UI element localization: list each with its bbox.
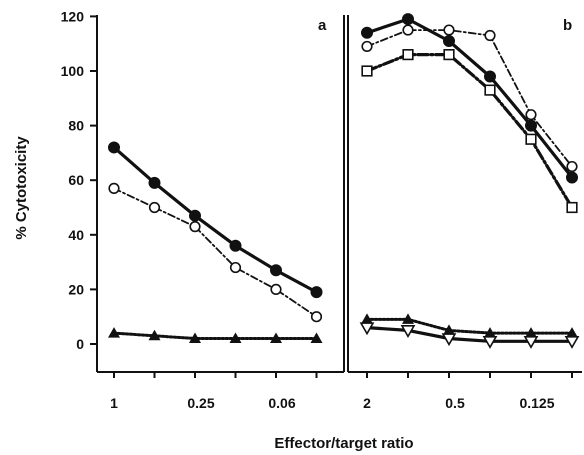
series-line-b-2 xyxy=(365,53,574,210)
data-point-b-3 xyxy=(484,327,496,338)
data-point-b-4 xyxy=(564,335,580,349)
data-point-b-3 xyxy=(566,327,578,338)
data-point-b-2 xyxy=(525,133,537,145)
x-tick-label-a: 1 xyxy=(110,395,118,411)
data-point-b-2 xyxy=(361,65,373,77)
data-point-a-1 xyxy=(108,182,120,194)
data-point-b-0 xyxy=(566,171,578,184)
panel-b: b xyxy=(347,15,582,373)
data-point-a-0 xyxy=(189,209,201,222)
data-point-b-1 xyxy=(402,24,414,36)
data-point-a-1 xyxy=(270,283,282,296)
data-point-a-1 xyxy=(148,201,161,214)
panel-a: a xyxy=(96,15,345,373)
data-point-b-4 xyxy=(400,325,416,338)
data-point-a-1 xyxy=(189,221,201,233)
data-point-a-2 xyxy=(229,332,242,344)
data-point-a-0 xyxy=(229,239,242,252)
data-point-b-3 xyxy=(361,313,373,324)
panel-b-letter: b xyxy=(563,17,572,34)
series-line-a-2 xyxy=(112,331,318,340)
x-tick-label-a: 0.06 xyxy=(268,395,295,411)
data-point-b-2 xyxy=(484,84,496,96)
data-point-a-2 xyxy=(108,327,120,338)
y-tick-label: 0 xyxy=(76,336,84,352)
data-point-b-2 xyxy=(402,49,414,61)
data-point-b-1 xyxy=(443,24,455,36)
x-tick-label-b: 0.5 xyxy=(445,395,465,411)
data-point-b-1 xyxy=(525,109,537,121)
data-point-b-4 xyxy=(523,335,539,349)
x-axis-title: Effector/target ratio xyxy=(274,435,413,452)
data-point-b-4 xyxy=(482,335,498,349)
data-point-a-1 xyxy=(229,261,242,274)
data-point-b-3 xyxy=(402,313,414,324)
data-point-b-3 xyxy=(525,327,537,338)
y-tick-label: 20 xyxy=(68,281,84,297)
series-line-a-1 xyxy=(113,187,318,318)
data-point-a-0 xyxy=(270,264,282,277)
data-point-b-0 xyxy=(443,34,455,47)
data-point-b-1 xyxy=(484,29,496,42)
panel-a-letter: a xyxy=(318,17,327,34)
data-point-b-0 xyxy=(361,26,373,39)
series-line-a-0 xyxy=(112,145,319,294)
y-tick-label: 40 xyxy=(68,227,84,243)
data-point-b-1 xyxy=(361,40,373,53)
y-axis-title: % Cytotoxicity xyxy=(13,136,30,240)
data-point-b-3 xyxy=(443,324,455,335)
y-tick-label: 60 xyxy=(68,172,84,188)
data-point-b-2 xyxy=(566,201,578,214)
x-tick-label-b: 0.125 xyxy=(519,395,554,411)
series-line-b-3 xyxy=(365,317,574,335)
data-point-a-0 xyxy=(148,176,161,189)
data-point-b-4 xyxy=(359,322,375,336)
data-point-a-2 xyxy=(310,332,323,344)
data-point-b-0 xyxy=(525,119,537,132)
data-point-a-0 xyxy=(108,141,120,154)
data-point-b-4 xyxy=(441,333,457,347)
data-point-a-2 xyxy=(148,329,161,341)
x-tick-label-a: 0.25 xyxy=(187,395,214,411)
series-line-b-1 xyxy=(366,29,573,168)
series-line-b-4 xyxy=(365,326,574,343)
y-tick-label: 100 xyxy=(61,63,85,79)
data-point-b-2 xyxy=(443,49,455,61)
x-tick-label-b: 2 xyxy=(363,395,371,411)
series-line-b-0 xyxy=(365,17,574,180)
y-tick-label: 80 xyxy=(68,118,84,134)
data-point-b-0 xyxy=(484,70,496,83)
data-point-b-1 xyxy=(566,160,578,173)
plot-layer: 0 20 40 60 80 100 120 1 0.25 0.06 2 0.5 0.125 xyxy=(61,8,580,411)
data-point-a-0 xyxy=(310,286,323,299)
y-tick-label: 120 xyxy=(61,8,85,24)
data-point-b-0 xyxy=(402,13,414,26)
data-point-a-2 xyxy=(189,332,201,344)
data-point-a-2 xyxy=(270,332,282,344)
data-point-a-1 xyxy=(310,311,323,323)
